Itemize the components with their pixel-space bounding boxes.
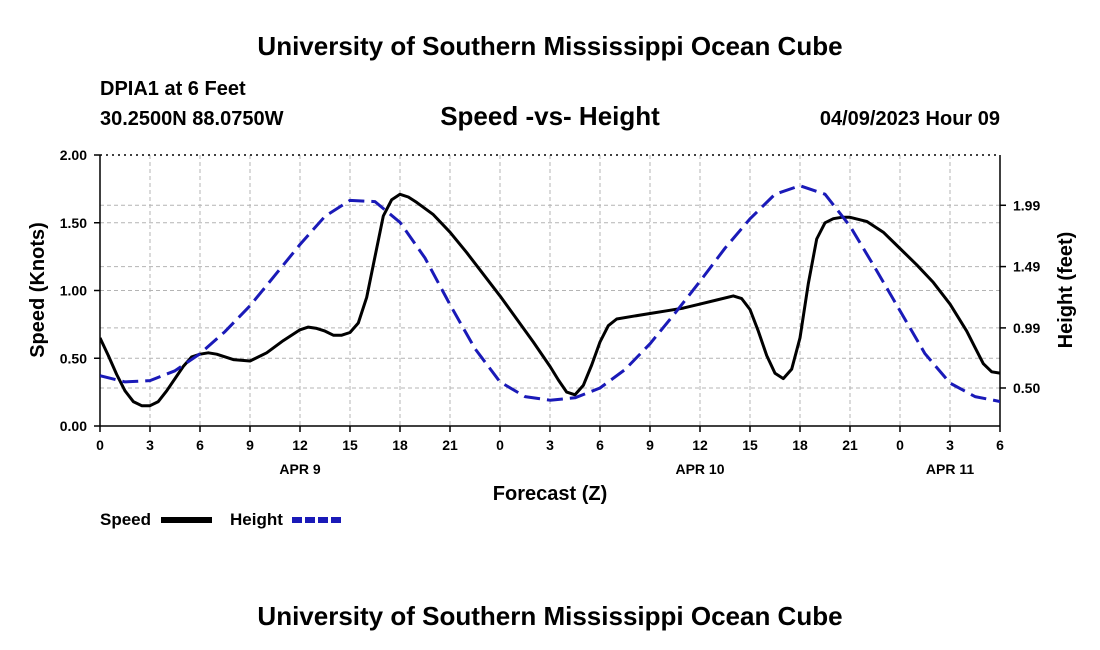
x-tick-label: 0 [896,437,904,453]
x-tick-label: 12 [292,437,308,453]
y-axis-label: Speed (Knots) [27,222,49,358]
x-tick-label: 15 [742,437,758,453]
y-tick-label: 2.00 [60,147,87,163]
x-tick-label: 9 [646,437,654,453]
speed-series-line [100,192,1000,408]
x-tick-label: 3 [146,437,154,453]
datetime-label: 04/09/2023 Hour 09 [820,108,1000,130]
x-tick-label: 3 [546,437,554,453]
y-tick-label: 0.50 [60,350,87,366]
x-tick-label: 9 [246,437,254,453]
x-tick-label: 0 [96,437,104,453]
height-series-line [100,184,1000,403]
y2-tick-label: 1.99 [1013,197,1040,213]
day-label: APR 9 [279,461,320,477]
x-tick-label: 12 [692,437,708,453]
x-tick-label: 0 [496,437,504,453]
legend: Speed Height [100,510,343,529]
series-layer [100,184,1000,408]
footer-title: University of Southern Mississippi Ocean… [257,601,842,631]
x-axis-label: Forecast (Z) [493,483,607,505]
y2-axis-label: Height (feet) [1055,232,1077,349]
y-tick-label: 1.50 [60,215,87,231]
y2-tick-label: 1.49 [1013,259,1040,275]
x-tick-label: 21 [442,437,458,453]
x-tick-label: 6 [196,437,204,453]
legend-speed-label: Speed [100,510,151,529]
y2-tick-label: 0.50 [1013,380,1040,396]
grid [100,155,1000,426]
day-label: APR 10 [675,461,724,477]
x-tick-label: 18 [392,437,408,453]
chart-title: University of Southern Mississippi Ocean… [257,31,842,61]
x-tick-label: 21 [842,437,858,453]
coords-label: 30.2500N 88.0750W [100,108,284,130]
y-tick-label: 0.00 [60,418,87,434]
x-tick-label: 3 [946,437,954,453]
x-tick-label: 18 [792,437,808,453]
axis-ticks: 0 3 6 9 12 15 18 21 0 3 6 9 12 15 18 21 0 3 6 APR 9 APR 10 AP… [60,147,1041,477]
station-label: DPIA1 at 6 Feet [100,78,246,100]
x-tick-label: 6 [996,437,1004,453]
y2-tick-label: 0.99 [1013,320,1040,336]
chart-subtitle: Speed -vs- Height [440,101,660,131]
day-label: APR 11 [926,461,974,477]
x-tick-label: 15 [342,437,358,453]
x-tick-label: 6 [596,437,604,453]
y-tick-label: 1.00 [60,283,87,299]
legend-height-label: Height [230,510,283,529]
